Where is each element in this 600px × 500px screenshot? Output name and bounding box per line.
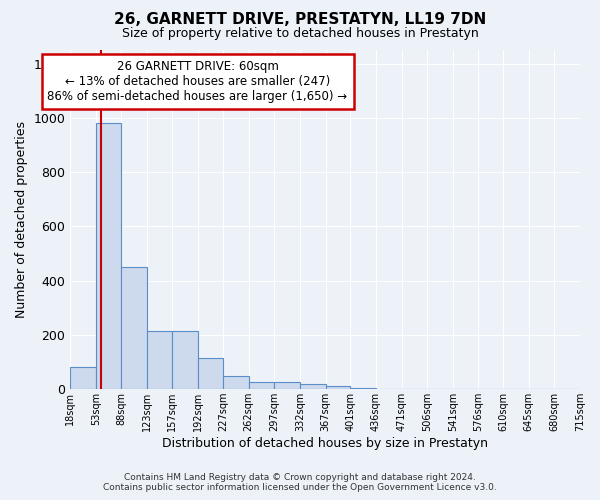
Bar	[326, 386, 350, 389]
Text: 26 GARNETT DRIVE: 60sqm
← 13% of detached houses are smaller (247)
86% of semi-d: 26 GARNETT DRIVE: 60sqm ← 13% of detache…	[47, 60, 347, 102]
Bar	[274, 382, 300, 389]
Bar	[197, 358, 223, 389]
Bar	[96, 124, 121, 389]
Text: Contains HM Land Registry data © Crown copyright and database right 2024.
Contai: Contains HM Land Registry data © Crown c…	[103, 473, 497, 492]
Text: Size of property relative to detached houses in Prestatyn: Size of property relative to detached ho…	[122, 28, 478, 40]
Text: 26, GARNETT DRIVE, PRESTATYN, LL19 7DN: 26, GARNETT DRIVE, PRESTATYN, LL19 7DN	[114, 12, 486, 28]
Bar	[300, 384, 326, 389]
X-axis label: Distribution of detached houses by size in Prestatyn: Distribution of detached houses by size …	[162, 437, 488, 450]
Bar	[70, 368, 96, 389]
Y-axis label: Number of detached properties: Number of detached properties	[15, 121, 28, 318]
Bar	[172, 331, 197, 389]
Bar	[147, 331, 172, 389]
Bar	[223, 376, 249, 389]
Bar	[249, 382, 274, 389]
Bar	[350, 388, 376, 389]
Bar	[121, 267, 147, 389]
